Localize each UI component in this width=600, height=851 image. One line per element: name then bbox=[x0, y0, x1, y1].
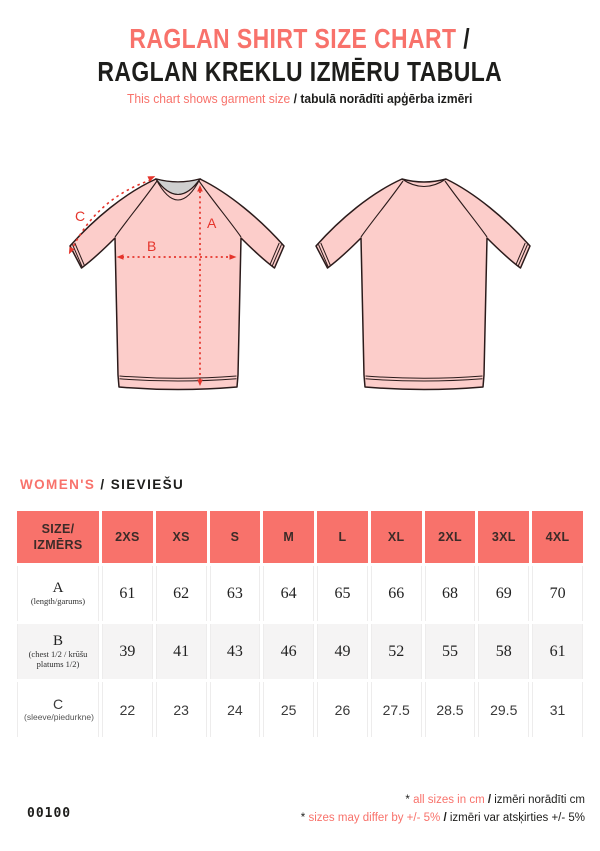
size-value-cell: 52 bbox=[370, 624, 422, 679]
size-column-header: 4XL bbox=[532, 511, 583, 563]
size-value-cell: 28.5 bbox=[424, 682, 476, 737]
size-value-cell: 64 bbox=[263, 566, 315, 621]
size-value-cell: 31 bbox=[532, 682, 583, 737]
product-code: 00100 bbox=[27, 806, 72, 821]
size-value-cell: 65 bbox=[317, 566, 368, 621]
size-value-cell: 22 bbox=[102, 682, 153, 737]
size-value-cell: 61 bbox=[532, 624, 583, 679]
size-value-cell: 46 bbox=[263, 624, 315, 679]
size-column-header: 2XS bbox=[102, 511, 153, 563]
size-value-cell: 49 bbox=[317, 624, 368, 679]
measure-label-c: C bbox=[75, 208, 85, 224]
table-row-c: C (sleeve/piedurkne) 22 23 24 25 26 27.5… bbox=[17, 682, 583, 737]
collar-band bbox=[155, 178, 201, 201]
hem-stitch bbox=[365, 375, 483, 382]
size-value-cell: 39 bbox=[102, 624, 153, 679]
title-line-1: RAGLAN SHIRT SIZE CHART / bbox=[0, 22, 600, 55]
measure-label-a: A bbox=[207, 215, 217, 231]
size-value-cell: 24 bbox=[209, 682, 261, 737]
size-column-header: M bbox=[263, 511, 315, 563]
cuff-stitch-right bbox=[515, 242, 528, 267]
measure-b-arrow-right bbox=[229, 254, 237, 260]
size-value-cell: 63 bbox=[209, 566, 261, 621]
size-value-cell: 23 bbox=[155, 682, 207, 737]
footer-note-1: * all sizes in cm / izmēri norādīti cm bbox=[405, 794, 585, 806]
size-value-cell: 58 bbox=[478, 624, 530, 679]
size-column-header: L bbox=[317, 511, 368, 563]
size-value-cell: 66 bbox=[370, 566, 422, 621]
measure-c-arrow-top bbox=[147, 176, 156, 182]
title-line1-separator: / bbox=[456, 23, 471, 54]
raglan-seam-right bbox=[444, 180, 488, 238]
title-line-2: RAGLAN KREKLU IZMĒRU TABULA bbox=[0, 55, 600, 88]
title-line1-en: RAGLAN SHIRT SIZE CHART bbox=[129, 23, 457, 54]
size-column-header-label: SIZE/ IZMĒRS bbox=[17, 511, 99, 563]
raglan-seam-right bbox=[198, 180, 242, 238]
shirt-back-illustration bbox=[315, 178, 531, 391]
measure-c-line bbox=[70, 179, 152, 251]
measure-b-arrow-left bbox=[116, 254, 124, 260]
size-value-cell: 25 bbox=[263, 682, 315, 737]
size-table: SIZE/ IZMĒRS 2XS XS S M L XL 2XL 3XL 4XL bbox=[14, 508, 586, 740]
size-value-cell: 61 bbox=[102, 566, 153, 621]
shirt-outline bbox=[69, 178, 285, 391]
size-value-cell: 27.5 bbox=[370, 682, 422, 737]
size-column-header: S bbox=[209, 511, 261, 563]
hem-stitch bbox=[119, 375, 237, 382]
shirt-outline bbox=[315, 178, 531, 391]
measure-a-arrow-top bbox=[197, 185, 203, 192]
size-value-cell: 62 bbox=[155, 566, 207, 621]
raglan-seam-left bbox=[114, 180, 158, 238]
subtitle-lv: tabulā norādīti apģērba izmēri bbox=[300, 91, 473, 106]
size-table-wrapper: SIZE/ IZMĒRS 2XS XS S M L XL 2XL 3XL 4XL bbox=[14, 508, 586, 740]
subtitle-separator: / bbox=[290, 91, 301, 106]
section-heading-en: WOMEN'S bbox=[20, 477, 96, 492]
measure-c-arrow-bottom bbox=[68, 246, 75, 255]
size-value-cell: 69 bbox=[478, 566, 530, 621]
row-label-c: C (sleeve/piedurkne) bbox=[17, 682, 99, 737]
page-title: RAGLAN SHIRT SIZE CHART / RAGLAN KREKLU … bbox=[0, 22, 600, 88]
size-value-cell: 41 bbox=[155, 624, 207, 679]
subtitle-en: This chart shows garment size bbox=[127, 91, 291, 106]
size-value-cell: 68 bbox=[424, 566, 476, 621]
row-label-b: B (chest 1/2 / krūšu platums 1/2) bbox=[17, 624, 99, 679]
table-row-b: B (chest 1/2 / krūšu platums 1/2) 39 41 … bbox=[17, 624, 583, 679]
size-value-cell: 55 bbox=[424, 624, 476, 679]
size-value-cell: 70 bbox=[532, 566, 583, 621]
size-table-header-row: SIZE/ IZMĒRS 2XS XS S M L XL 2XL 3XL 4XL bbox=[17, 511, 583, 563]
row-label-a: A (length/garums) bbox=[17, 566, 99, 621]
size-column-header: XS bbox=[155, 511, 207, 563]
measure-a-arrow-bottom bbox=[197, 379, 203, 386]
section-heading: WOMEN'S / SIEVIEŠU bbox=[20, 477, 184, 492]
raglan-seam-left bbox=[360, 180, 404, 238]
footer-notes: * all sizes in cm / izmēri norādīti cm *… bbox=[301, 792, 585, 827]
table-row-a: A (length/garums) 61 62 63 64 65 66 68 6… bbox=[17, 566, 583, 621]
size-value-cell: 43 bbox=[209, 624, 261, 679]
size-column-header: XL bbox=[370, 511, 422, 563]
footer-note-2: * sizes may differ by +/- 5% / izmēri va… bbox=[300, 811, 585, 824]
cuff-stitch-left bbox=[72, 242, 85, 267]
size-value-cell: 29.5 bbox=[478, 682, 530, 737]
shirt-front-illustration: A B C bbox=[68, 176, 285, 391]
title-line2-lv: RAGLAN KREKLU IZMĒRU TABULA bbox=[97, 56, 503, 87]
measure-label-b: B bbox=[147, 238, 156, 254]
shirt-diagram: A B C bbox=[0, 172, 600, 394]
section-heading-separator: / bbox=[95, 477, 111, 492]
cuff-stitch-left bbox=[318, 242, 331, 267]
size-column-header: 3XL bbox=[478, 511, 530, 563]
size-value-cell: 26 bbox=[317, 682, 368, 737]
size-column-header: 2XL bbox=[424, 511, 476, 563]
collar-band-back bbox=[401, 178, 447, 188]
section-heading-lv: SIEVIEŠU bbox=[110, 477, 185, 492]
cuff-stitch-right bbox=[269, 242, 282, 267]
subtitle: This chart shows garment size / tabulā n… bbox=[0, 91, 600, 106]
